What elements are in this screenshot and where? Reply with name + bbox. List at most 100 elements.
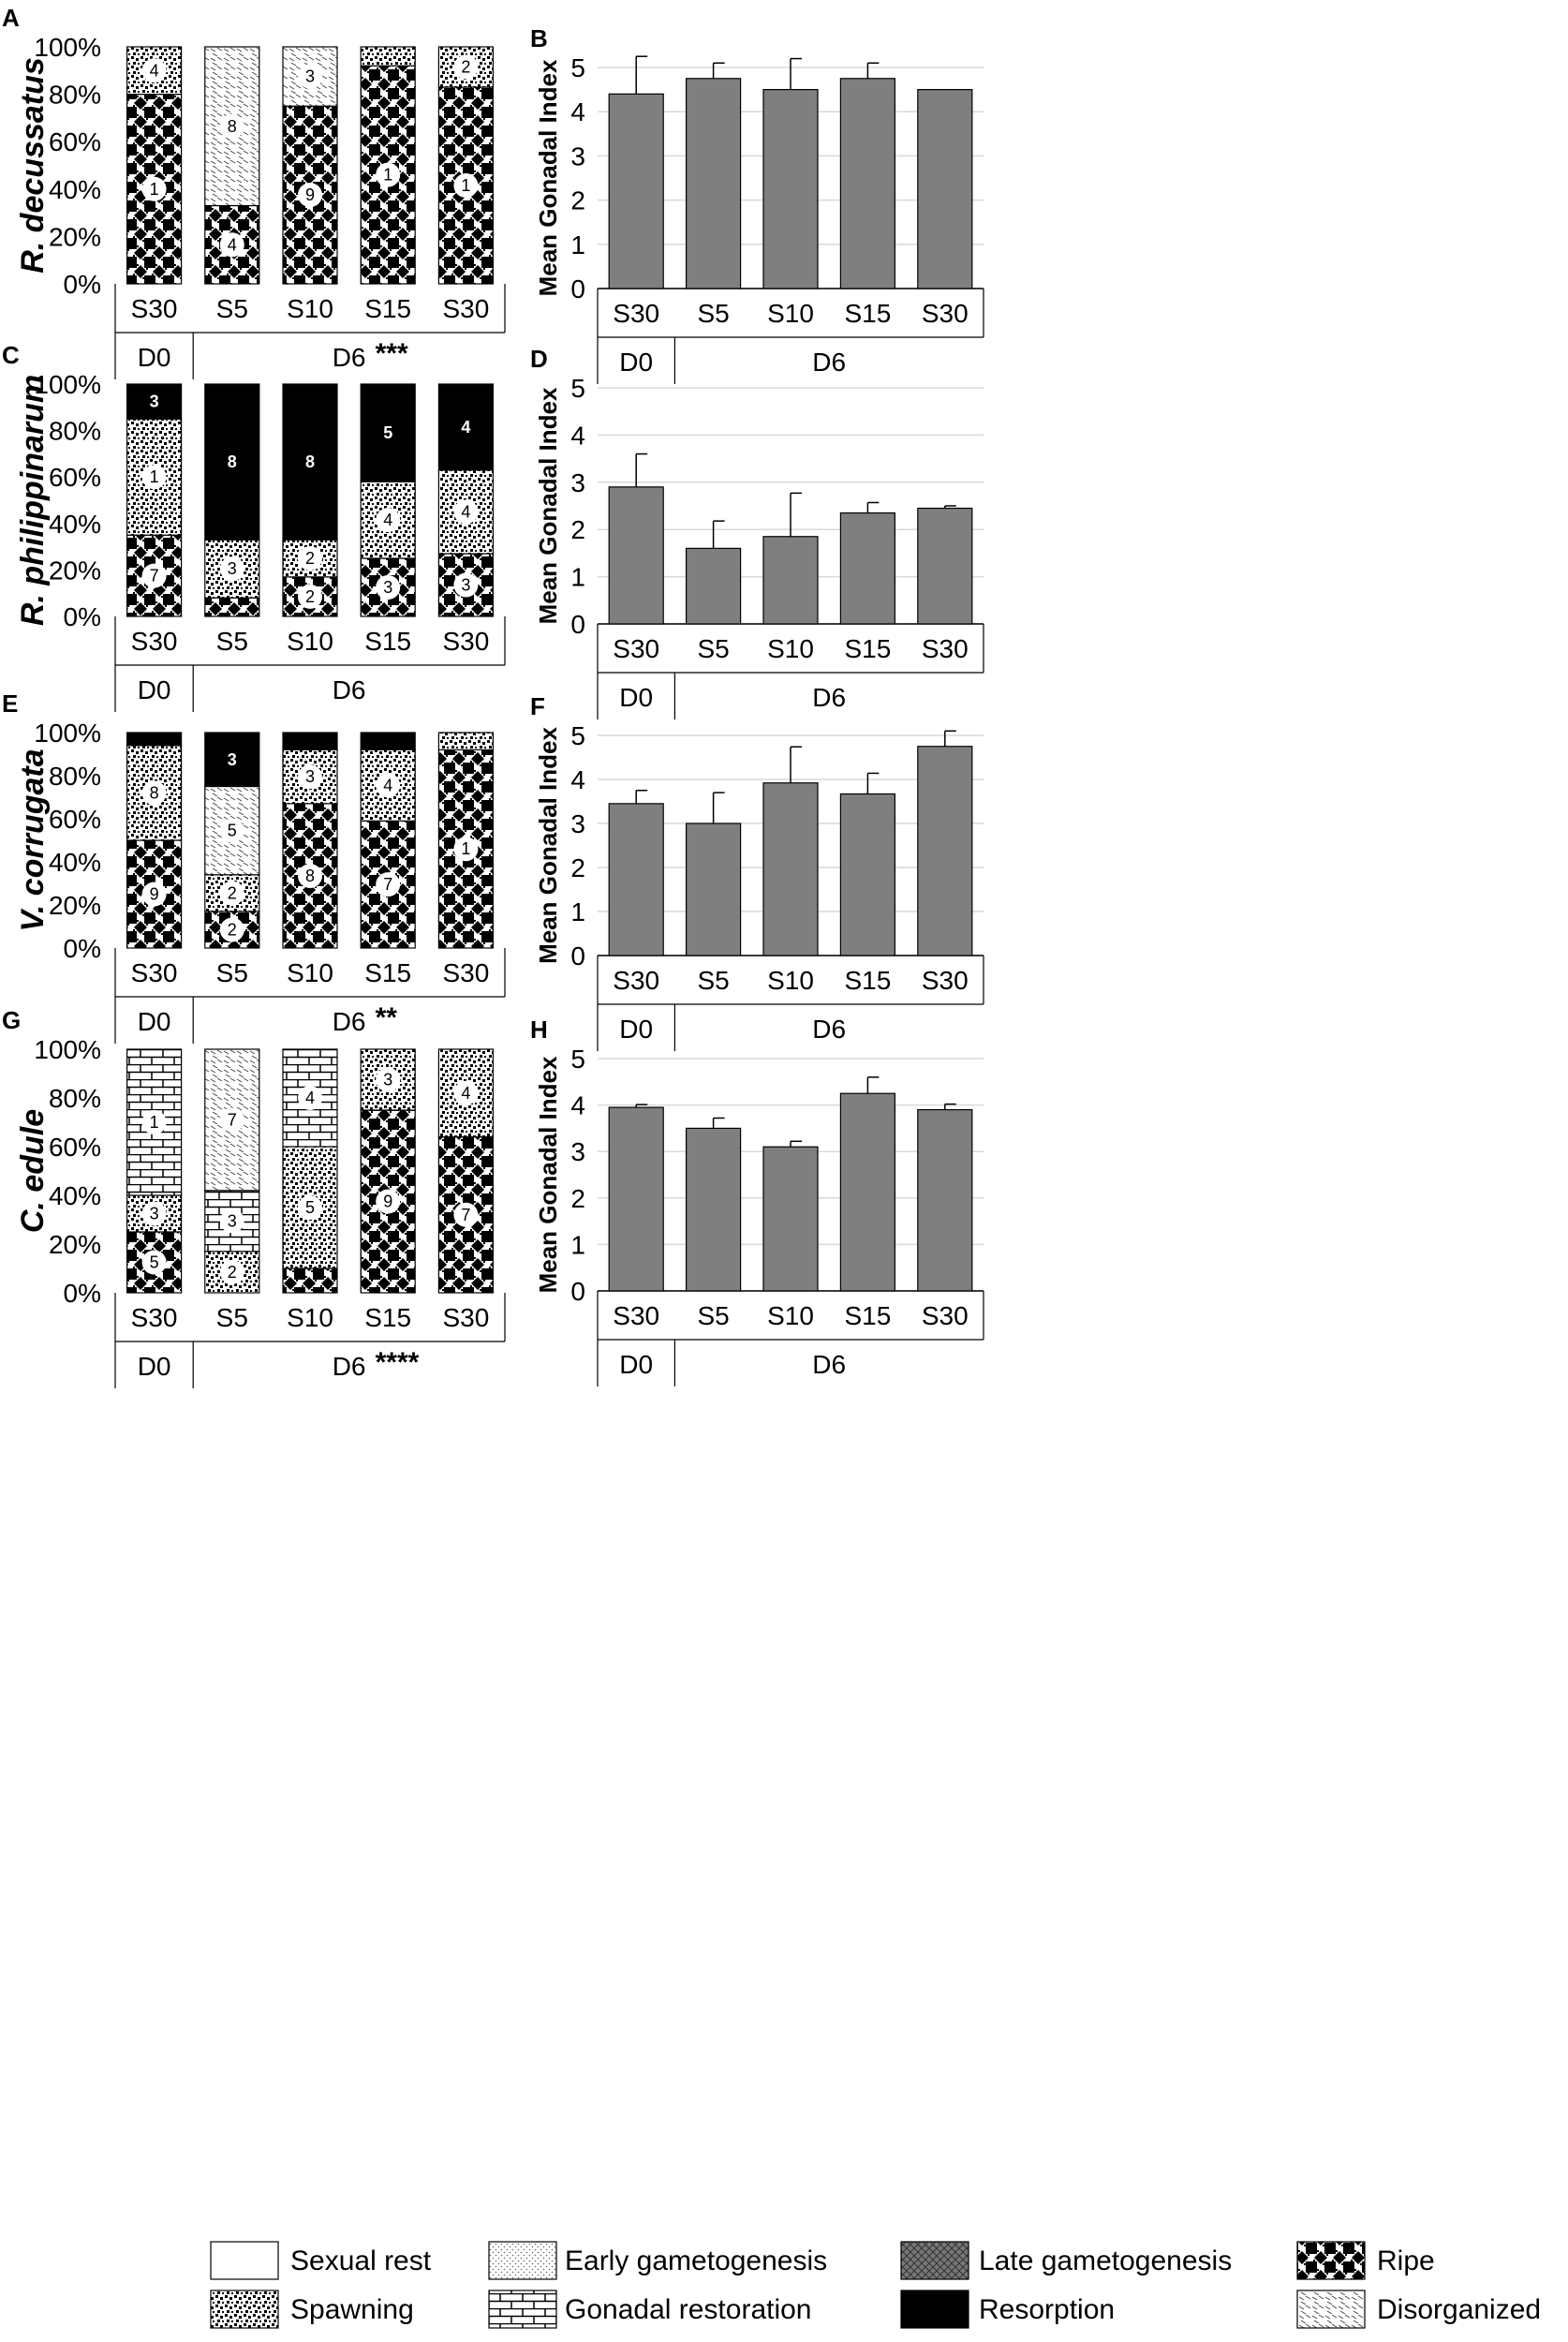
count-badge: [219, 232, 244, 258]
x-tick-label: S5: [697, 634, 729, 663]
count-badge: [141, 563, 167, 588]
legend-label: Early gametogenesis: [565, 2246, 827, 2276]
panel-letter: E: [2, 689, 18, 718]
count-badge: [298, 64, 322, 89]
y-tick-label: 100%: [34, 370, 101, 399]
legend: Sexual rest Early gametogenesis Late gamet…: [210, 2241, 1541, 2329]
count-label: 2: [461, 58, 470, 77]
x-tick-label: S15: [844, 966, 891, 995]
y-axis-label: Mean Gonadal Index: [534, 387, 562, 624]
x-tick-label: S10: [287, 627, 333, 656]
y-axis-label: Mean Gonadal Index: [534, 59, 562, 296]
panel-b: B Mean Gonadal Index 0 1 2 3 4 5 S30 S5 S10 S15 S30 D…: [530, 24, 984, 384]
group-label: D6: [333, 675, 366, 704]
x-tick-label: S30: [131, 627, 178, 656]
count-badge: [298, 764, 322, 790]
count-badge: [376, 162, 401, 187]
y-tick-label: 40%: [49, 510, 101, 539]
x-tick-label: S30: [613, 966, 659, 995]
bar-segment-resorp: [437, 383, 494, 471]
count-label: 8: [228, 117, 237, 136]
count-label: 3: [383, 578, 392, 597]
legend-swatch: [900, 2241, 969, 2280]
y-tick-label: 60%: [49, 805, 101, 834]
count-badge: [141, 1201, 167, 1226]
panel-letter: C: [2, 341, 20, 369]
count-label: 3: [461, 576, 470, 595]
x-tick-label: S15: [844, 634, 891, 663]
legend-item-rest: Sexual rest: [210, 2241, 432, 2280]
species-label: R. philippinarum: [15, 375, 51, 626]
y-tick-label: 0: [570, 941, 585, 971]
group-label: D6: [812, 683, 846, 712]
bar: [917, 88, 973, 289]
count-badge: [298, 1086, 322, 1110]
bar: [608, 1106, 664, 1292]
y-tick-label: 80%: [49, 1084, 101, 1113]
panel-letter: A: [2, 4, 20, 32]
bar: [608, 93, 664, 289]
x-tick-label: S30: [613, 1301, 659, 1330]
y-tick-label: 2: [570, 515, 585, 544]
bar-segment-resorp: [204, 383, 260, 541]
y-tick-label: 40%: [49, 1181, 101, 1210]
y-tick-label: 3: [570, 809, 585, 838]
count-label: 4: [150, 61, 159, 80]
bar: [839, 1092, 896, 1292]
group-label: D0: [619, 683, 653, 712]
y-tick-label: 4: [570, 1091, 585, 1120]
x-tick-label: S30: [442, 294, 489, 323]
x-tick-label: S30: [131, 294, 178, 323]
count-label: 3: [228, 750, 237, 769]
legend-swatch: [488, 2290, 557, 2329]
count-label: 8: [305, 452, 315, 471]
count-label: 4: [228, 235, 237, 254]
count-label: 1: [383, 166, 392, 185]
legend-item-resorp: Resorption: [900, 2290, 1115, 2329]
y-tick-label: 4: [570, 765, 585, 794]
count-label: 3: [150, 393, 159, 411]
x-tick-label: S30: [613, 634, 659, 663]
x-tick-label: S30: [922, 634, 969, 663]
y-tick-label: 40%: [49, 848, 101, 877]
x-tick-label: S30: [922, 1301, 969, 1330]
count-label: 7: [383, 875, 392, 894]
group-label: D6: [812, 1015, 846, 1044]
count-badge: [376, 508, 401, 533]
x-tick-label: S5: [216, 294, 248, 323]
x-tick-label: S5: [216, 627, 248, 656]
count-badge: [453, 572, 479, 598]
legend-label: Late gametogenesis: [979, 2246, 1232, 2276]
bar: [685, 823, 742, 956]
panel-a: A R. decussatus 0% 20% 40% 60% 80% 100% 1 4 4 8 9 3 1 1…: [2, 4, 506, 379]
y-tick-label: 3: [570, 468, 585, 497]
bar-segment-spawn: [126, 46, 183, 96]
bar-segment-resorp: [282, 732, 338, 750]
count-label: 1: [461, 839, 470, 858]
bar-segment-ripe: [360, 820, 416, 949]
count-badge: [141, 176, 167, 201]
bar: [762, 536, 819, 625]
count-label: 5: [150, 1253, 159, 1272]
count-label: 9: [383, 1193, 392, 1211]
legend-item-ripe: Ripe: [1296, 2241, 1435, 2280]
x-tick-label: S5: [697, 966, 729, 995]
count-label: 1: [461, 176, 470, 195]
y-tick-label: 0: [570, 610, 585, 639]
x-tick-label: S10: [767, 1301, 814, 1330]
count-label: 4: [383, 776, 392, 794]
y-tick-label: 1: [570, 230, 585, 259]
y-tick-label: 2: [570, 1184, 585, 1213]
x-tick-label: S10: [767, 299, 814, 328]
group-label: D6: [333, 343, 366, 372]
legend-swatch: [210, 2241, 279, 2280]
count-badge: [298, 863, 322, 888]
x-tick-label: S10: [287, 958, 333, 987]
bar-segment-ripe: [282, 1267, 338, 1294]
bar: [685, 547, 742, 625]
y-tick-label: 5: [570, 374, 585, 403]
significance-stars: ***: [376, 338, 408, 369]
count-badge: [453, 54, 479, 80]
group-label: D6: [812, 348, 846, 377]
